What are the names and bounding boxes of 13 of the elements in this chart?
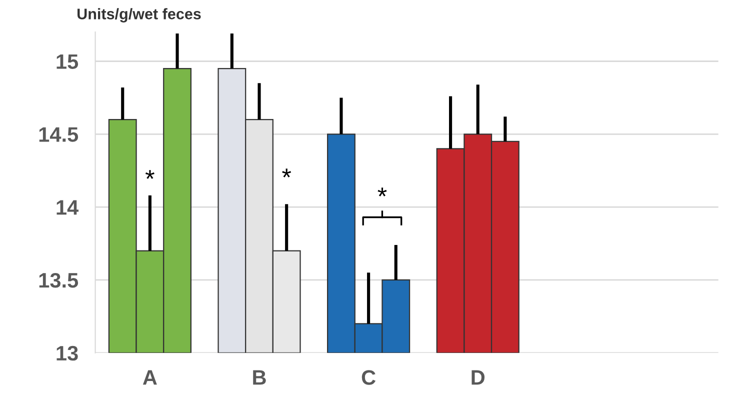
annotation: * xyxy=(145,170,154,179)
x-tick-label: A xyxy=(142,370,157,385)
x-tick-label: D xyxy=(472,370,485,385)
y-tick-label: 14.5 xyxy=(39,127,78,142)
y-tick-label: 15 xyxy=(56,54,78,69)
annotation: * xyxy=(378,188,387,196)
x-tick-label: C xyxy=(362,370,376,385)
annotation: * xyxy=(282,168,292,178)
y-tick-label: 13 xyxy=(56,346,78,361)
y-tick-label: 13.5 xyxy=(39,272,78,288)
x-tick-label: B xyxy=(253,370,266,385)
y-tick-label: 14 xyxy=(56,200,79,215)
y-axis-title: Units/g/wet feces xyxy=(78,8,201,22)
